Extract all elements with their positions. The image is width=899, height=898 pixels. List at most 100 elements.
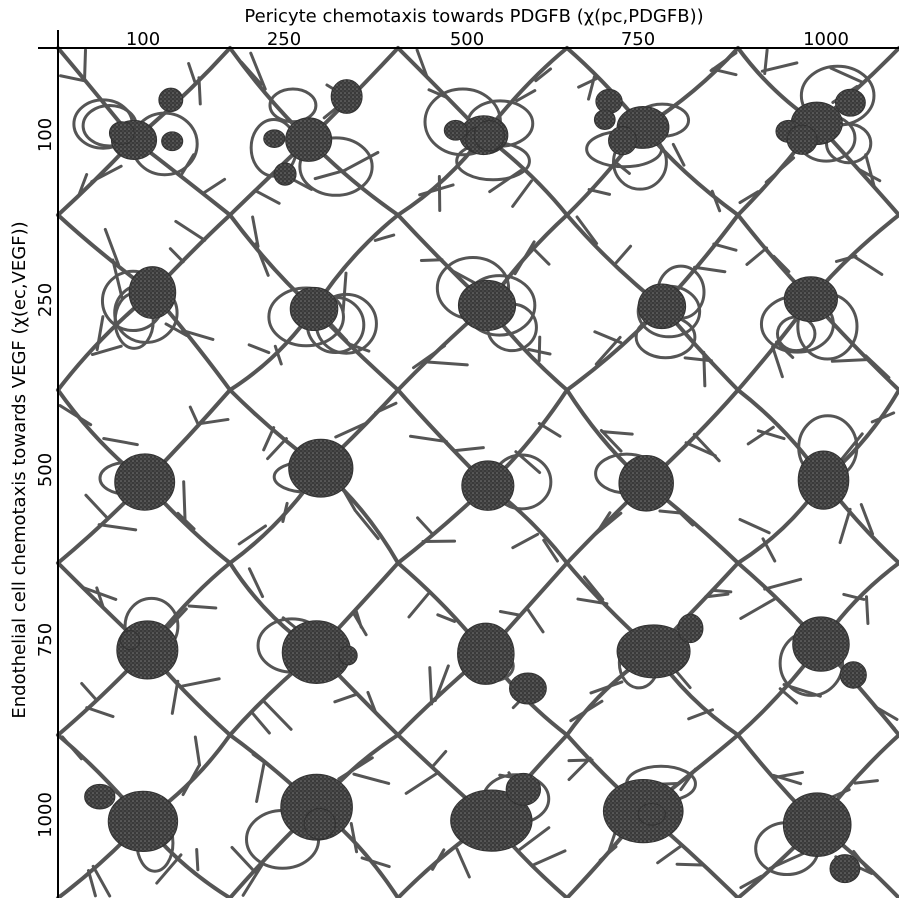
vessel-sprout [859,503,875,536]
vessel-sprout [498,609,522,617]
cell-cluster [457,622,515,685]
simulation-panel [736,388,899,565]
vessel-sprout [374,401,398,415]
vessel-sprout [569,699,604,723]
vessel-sprout [772,254,791,273]
vessel-sprout [247,567,265,599]
row-label: 750 [35,623,56,657]
simulation-panel [565,46,740,217]
simulation-panel [565,733,740,898]
vessel-sprout [864,595,870,625]
vessel-sprout [181,764,201,797]
vessel-sprout [760,61,799,73]
cell-cluster [285,117,333,162]
vessel-sprout [675,670,692,690]
vessel-sprout [341,271,348,314]
simulation-panel [736,213,899,392]
vessel-sprout [702,350,707,388]
row-label: 100 [35,118,56,152]
vessel-sprout [778,687,799,705]
vessel-sprout [436,613,457,623]
vessel-sprout [333,692,360,704]
cell-cluster [107,790,179,853]
simulation-panel [396,561,569,737]
vessel-sprout [567,756,592,782]
vessel-sprout [712,242,738,252]
vessel-sprout [182,480,187,522]
cell-cluster [839,661,867,689]
vessel-sprout [102,437,139,447]
vessel-sprout [195,848,200,872]
vessel-sprout [515,89,537,103]
vessel-sprout [428,666,434,706]
vessel-sprout [197,76,202,106]
cell-cluster [116,620,179,680]
simulation-panel [736,561,899,737]
vessel-sprout [600,430,634,436]
vessel-sprout [764,156,796,184]
vessel-sprout [738,517,771,535]
vessel-sprout [577,77,598,89]
vessel-sprout [342,489,357,512]
simulation-panel [56,561,232,737]
vessel-sprout [168,247,185,264]
vessel-sprout [692,265,727,274]
vessel-sprout [187,62,197,84]
vessel-sprout [853,255,884,276]
simulation-panel [56,213,232,392]
vessel-sprout [739,874,764,890]
vessel-sprout [537,421,562,438]
simulation-panel [565,213,740,392]
vessel-sprout [838,507,852,545]
vessel-sprout [874,706,896,730]
cell-cluster [289,286,339,332]
vessel-sprout [587,188,612,196]
vessel-sprout [834,254,858,263]
cell-cluster [263,129,286,148]
vessel-sprout [408,434,448,444]
cell-cluster [128,266,177,319]
column-label: 250 [267,29,301,50]
cell-cluster [120,630,141,651]
vessel-sprout [237,524,267,546]
vessel-sprout [164,322,189,337]
vessel-loop [298,136,374,197]
cell-cluster [834,88,866,117]
cell-cluster [637,283,687,330]
cell-cluster [330,79,363,114]
cell-cluster [473,120,506,152]
vessel-sprout [343,151,380,172]
vessel-sprout [176,511,196,531]
vessel-sprout [671,142,686,167]
vessel-sprout [349,822,359,854]
vessel-sprout [595,511,612,535]
vessel-sprout [313,168,347,181]
simulation-panel [396,213,569,392]
simulation-panel [396,388,569,565]
simulation-panel [228,561,400,737]
vessel-sprout [768,852,805,870]
vessel-sprout [253,189,281,205]
vessel-sprout [593,330,623,345]
cell-cluster [677,613,704,644]
simulation-panel [396,733,569,898]
vessel-sprout [354,607,363,629]
vessel-sprout [230,845,257,874]
vessel-sprout [452,269,478,286]
vessel-sprout [91,864,112,898]
vessel-sprout [416,516,434,536]
vessel-sprout [262,700,293,731]
vessel-sprout [95,586,105,609]
simulation-panel [736,733,899,898]
simulation-panel [396,46,569,217]
cell-cluster [450,789,533,852]
vessel-sprout [533,249,551,266]
simulation-panel [56,46,232,217]
vessel-sprout [251,752,274,770]
vessel-sprout [763,577,803,591]
cell-cluster [338,645,358,666]
vessel-sprout [864,354,891,380]
cell-cluster [461,460,515,511]
vessel-sprout [419,258,444,263]
vessel-sprout [155,853,183,885]
